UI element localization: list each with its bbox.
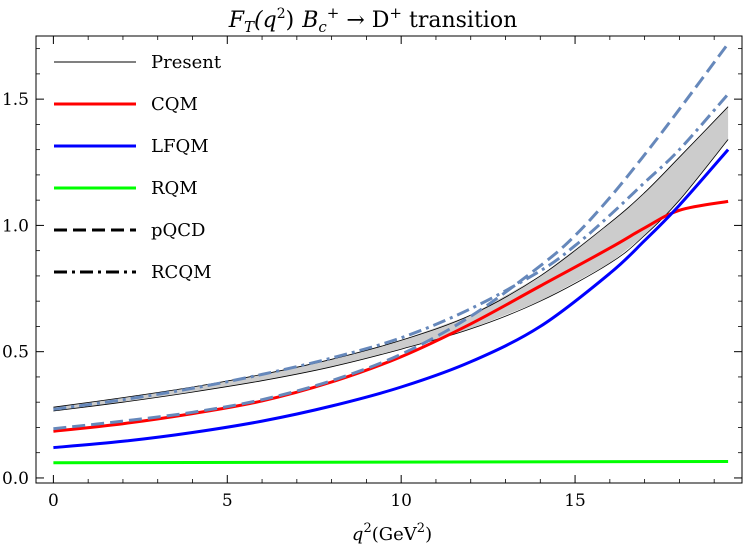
- title-rp: ): [286, 8, 295, 33]
- title-sup2: 2: [277, 6, 286, 22]
- legend-label-rqm: RQM: [151, 178, 198, 199]
- series-lfqm: [53, 148, 730, 450]
- xlabel-gev: (GeV: [372, 524, 418, 545]
- title-rest: transition: [402, 8, 517, 33]
- chart-title: FT(q2) Bc+ → D+ transition: [228, 4, 518, 36]
- plot-frame: [35, 35, 743, 484]
- x-tick-label: 15: [564, 491, 586, 511]
- xlabel-sup2b: 2: [417, 521, 425, 536]
- title-d-plus: +: [389, 4, 402, 22]
- title-q: (q: [254, 8, 277, 33]
- legend-label-lfqm: LFQM: [151, 136, 209, 157]
- title-sub-t: T: [244, 18, 255, 36]
- legend-label-cqm: CQM: [151, 94, 198, 115]
- x-tick-label: 0: [48, 491, 59, 511]
- legend-label-rcqm: RCQM: [151, 262, 212, 283]
- ticks-layer: 0 5 10 15 0.0 0.5 1.0 1.5: [2, 36, 742, 511]
- title-sup-plus: +: [327, 4, 340, 22]
- x-tick-label: 5: [222, 491, 233, 511]
- title-sub-c: c: [318, 18, 327, 36]
- series-layer: [53, 42, 730, 465]
- legend-label-pqcd: pQCD: [151, 220, 205, 241]
- y-tick-label: 1.0: [2, 216, 29, 236]
- y-tick-label: 0.5: [2, 343, 29, 363]
- xlabel-sup2: 2: [363, 521, 371, 536]
- series-cqm: [53, 199, 729, 433]
- legend: Present CQM LFQM RQM pQCD RCQM: [54, 52, 222, 283]
- y-tick-label: 0.0: [2, 469, 29, 489]
- xlabel-q: q: [352, 524, 364, 545]
- series-rcqm: [53, 93, 730, 411]
- x-axis-label: q2(GeV2): [352, 521, 432, 545]
- y-tick-label: 1.5: [2, 90, 29, 110]
- title-arrow-d: → D: [339, 8, 389, 33]
- series-pqcd: [53, 42, 730, 431]
- legend-label-present: Present: [151, 52, 222, 73]
- title-b: B: [301, 8, 318, 33]
- xlabel-close: ): [425, 524, 432, 545]
- x-tick-label: 10: [390, 491, 412, 511]
- series-rqm: [53, 460, 729, 465]
- title-f: F: [228, 8, 245, 33]
